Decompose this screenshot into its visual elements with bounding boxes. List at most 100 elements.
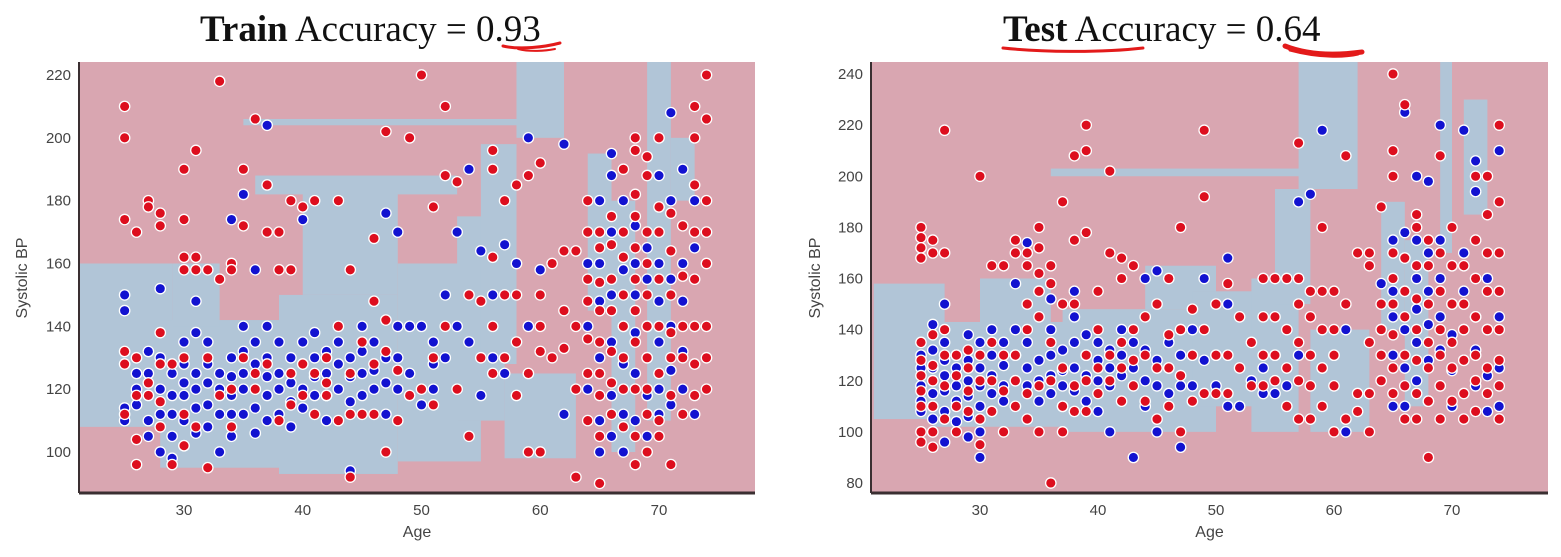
blue-point	[665, 194, 677, 207]
blue-point	[593, 257, 606, 270]
blue-point	[1103, 426, 1116, 438]
red-point	[237, 219, 250, 232]
red-point	[130, 351, 143, 364]
red-point	[926, 247, 939, 259]
blue-point	[1021, 362, 1034, 374]
decision-regions	[79, 62, 755, 493]
red-point	[522, 446, 535, 458]
red-point	[415, 383, 428, 396]
red-point	[154, 219, 167, 232]
red-point	[201, 263, 214, 276]
blue-point	[1469, 155, 1482, 167]
red-point	[1198, 190, 1211, 203]
y-tick-label: 220	[46, 67, 71, 84]
blue-point	[154, 408, 167, 421]
red-point	[593, 336, 606, 348]
blue-point	[391, 351, 404, 364]
blue-decision-region	[1310, 329, 1370, 432]
red-point	[534, 345, 547, 358]
red-point	[1221, 277, 1234, 290]
red-point	[1009, 400, 1022, 413]
red-point	[950, 349, 963, 362]
red-point	[1328, 426, 1340, 438]
blue-point	[498, 367, 511, 380]
red-point	[1493, 119, 1506, 131]
red-point	[285, 367, 297, 380]
blue-point	[641, 241, 653, 254]
red-point	[1446, 221, 1458, 234]
red-point	[1434, 247, 1447, 259]
blue-point	[688, 241, 701, 254]
red-point	[926, 426, 939, 438]
red-point	[296, 358, 309, 370]
blue-decision-region	[932, 321, 1134, 427]
red-point	[1233, 310, 1246, 323]
blue-decision-region	[980, 278, 1051, 330]
blue-point	[273, 383, 285, 396]
red-point	[534, 289, 547, 301]
red-point	[1044, 259, 1057, 272]
red-point	[641, 257, 653, 270]
blue-point	[950, 380, 963, 392]
blue-point	[118, 289, 131, 301]
blue-point	[1410, 303, 1423, 316]
red-point	[1033, 310, 1045, 323]
red-point	[1151, 298, 1163, 310]
red-point	[1422, 298, 1435, 310]
red-point	[1422, 336, 1435, 349]
red-point	[629, 273, 642, 286]
blue-point	[522, 320, 535, 333]
red-point	[1457, 259, 1470, 272]
blue-point	[605, 147, 618, 160]
blue-point	[1186, 380, 1199, 392]
blue-point	[225, 408, 238, 421]
red-point	[403, 131, 416, 144]
blue-point	[368, 383, 380, 396]
red-point	[439, 320, 452, 333]
red-point	[1493, 247, 1506, 259]
blue-point	[1304, 188, 1317, 200]
red-point	[653, 226, 665, 238]
blue-point	[273, 367, 285, 380]
y-tick-label: 200	[838, 168, 863, 185]
blue-point	[391, 226, 404, 238]
blue-point	[190, 367, 202, 380]
blue-point	[356, 367, 368, 380]
blue-point	[676, 295, 689, 308]
red-point	[118, 408, 131, 421]
blue-point	[1398, 285, 1411, 298]
blue-point	[1044, 293, 1057, 305]
blue-point	[653, 169, 665, 182]
red-point	[178, 351, 190, 364]
blue-point	[1033, 354, 1045, 367]
blue-point	[178, 336, 190, 348]
x-tick-label: 40	[294, 502, 311, 519]
red-point	[1174, 426, 1187, 438]
red-point	[1434, 323, 1447, 336]
blue-point	[1446, 400, 1458, 413]
blue-point	[1398, 252, 1411, 264]
blue-point	[1339, 323, 1352, 336]
red-point	[1434, 413, 1447, 425]
red-point	[938, 323, 951, 336]
red-point	[1068, 234, 1081, 247]
red-point	[463, 289, 475, 301]
red-point	[1080, 349, 1093, 362]
red-point	[962, 385, 975, 397]
red-point	[142, 389, 155, 402]
red-point	[1469, 272, 1482, 285]
blue-point	[308, 351, 321, 364]
red-point	[915, 336, 927, 349]
blue-point	[1434, 310, 1447, 323]
red-point	[605, 304, 618, 317]
red-point	[915, 231, 927, 244]
red-point	[688, 358, 701, 370]
blue-point	[463, 163, 475, 176]
red-point	[368, 295, 380, 308]
red-point	[605, 210, 618, 223]
red-point	[665, 389, 677, 402]
red-point	[1139, 395, 1152, 408]
red-point	[1410, 387, 1423, 400]
blue-point	[1174, 441, 1187, 454]
train-title-rest: Accuracy =	[294, 9, 477, 50]
